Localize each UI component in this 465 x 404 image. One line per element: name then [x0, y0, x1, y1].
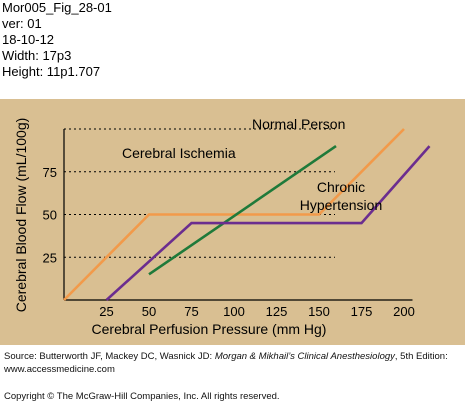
- meta-line: Mor005_Fig_28-01: [2, 0, 112, 15]
- series-label-line: Cerebral Ischemia: [122, 145, 236, 161]
- x-tick-label: 125: [266, 304, 288, 319]
- x-axis-label: Cerebral Perfusion Pressure (mm Hg): [92, 321, 327, 337]
- source-citation: Source: Butterworth JF, Mackey DC, Wasni…: [4, 350, 464, 376]
- series-label: Normal Person: [252, 116, 345, 132]
- series-label: Cerebral Ischemia: [122, 145, 236, 161]
- meta-line: 18-10-12: [2, 32, 55, 47]
- x-tick-label: 100: [223, 304, 245, 319]
- x-tick-label: 175: [351, 304, 373, 319]
- copyright-notice: Copyright © The McGraw-Hill Companies, I…: [4, 391, 280, 402]
- series-label-line: Chronic: [317, 179, 365, 195]
- series-label-line: Hypertension: [300, 197, 383, 213]
- series-label-line: Normal Person: [252, 116, 345, 132]
- series-line: [105, 145, 431, 301]
- y-tick-label: 50: [43, 208, 57, 223]
- axes: [63, 129, 413, 301]
- x-tick-label: 75: [184, 304, 198, 319]
- source-suffix: , 5th Edition: www.accessmedicine.com: [4, 351, 448, 375]
- y-tick-label: 25: [43, 250, 57, 265]
- series-labels: Normal Person Cerebral Ischemia Chronic Hyp…: [122, 116, 382, 213]
- meta-line: Width: 17p3: [2, 48, 72, 63]
- series-line: [148, 145, 337, 276]
- x-tick-label: 50: [142, 304, 156, 319]
- y-tick-label: 75: [43, 165, 57, 180]
- x-tick-label: 150: [308, 304, 330, 319]
- y-axis-label: Cerebral Blood Flow (mL/100g): [13, 118, 29, 313]
- x-tick-label: 200: [393, 304, 415, 319]
- meta-line: ver: 01: [2, 16, 42, 31]
- cbf-autoregulation-chart: 25 50 75 100 125 150 175 200 25 50 75 Normal Perso…: [0, 99, 465, 345]
- series-group: [63, 128, 431, 301]
- figure-metadata: Mor005_Fig_28-01 ver: 01 18-10-12 Width:…: [2, 0, 112, 80]
- series-label: Chronic Hypertension: [300, 179, 383, 213]
- source-prefix: Source: Butterworth JF, Mackey DC, Wasni…: [4, 351, 215, 362]
- tick-labels: 25 50 75 100 125 150 175 200 25 50 75: [43, 165, 415, 319]
- meta-line: Height: 11p1.707: [2, 64, 101, 79]
- source-title: Morgan & Mikhail’s Clinical Anesthesiolo…: [214, 351, 395, 362]
- x-tick-label: 25: [99, 304, 113, 319]
